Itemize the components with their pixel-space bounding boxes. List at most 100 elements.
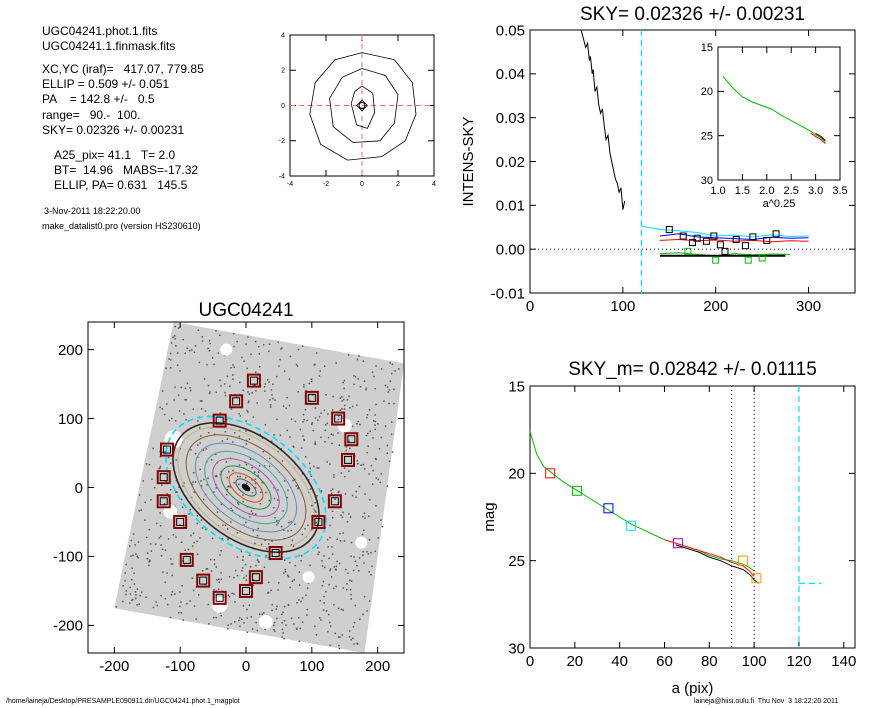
galaxy-noise-pixel	[130, 578, 133, 581]
mag-axis-ytick-label: 25	[508, 553, 525, 570]
galaxy-noise-pixel	[236, 475, 239, 478]
galaxy-noise-pixel	[286, 396, 288, 399]
contour-axis-xtick-label: 4	[432, 181, 436, 188]
galaxy-noise-pixel	[239, 475, 241, 478]
galaxy-noise-pixel	[245, 579, 248, 581]
galaxy-noise-pixel	[358, 557, 361, 559]
galaxy-noise-pixel	[170, 563, 173, 565]
galaxy-noise-pixel	[281, 460, 284, 462]
galaxy-noise-pixel	[359, 423, 361, 426]
galaxy-axis-xtick-label: 0	[242, 658, 250, 675]
galaxy-noise-pixel	[341, 408, 343, 410]
galaxy-noise-pixel	[244, 563, 247, 566]
mag-axis-xtick-label: 40	[611, 653, 628, 670]
galaxy-noise-pixel	[277, 450, 279, 453]
galaxy-noise-pixel	[242, 555, 244, 558]
galaxy-noise-pixel	[266, 379, 269, 381]
galaxy-noise-pixel	[148, 564, 150, 567]
galaxy-noise-pixel	[367, 445, 369, 447]
galaxy-noise-pixel	[194, 481, 197, 483]
galaxy-noise-pixel	[313, 465, 315, 468]
sky-axis-ytick-label: 0.05	[496, 22, 525, 39]
galaxy-mask-hole	[258, 614, 273, 629]
galaxy-noise-pixel	[304, 408, 307, 411]
galaxy-noise-pixel	[341, 516, 344, 519]
galaxy-noise-pixel	[159, 512, 161, 514]
galaxy-noise-pixel	[186, 382, 189, 385]
mag-xlabel: a (pix)	[672, 680, 714, 697]
galaxy-noise-pixel	[225, 418, 228, 421]
galaxy-noise-pixel	[254, 487, 257, 489]
galaxy-noise-pixel	[199, 537, 201, 539]
galaxy-noise-pixel	[213, 589, 215, 591]
galaxy-noise-pixel	[232, 378, 234, 381]
galaxy-noise-pixel	[372, 419, 375, 422]
galaxy-noise-pixel	[386, 444, 389, 447]
galaxy-noise-pixel	[130, 555, 132, 557]
galaxy-noise-pixel	[352, 637, 354, 640]
galaxy-noise-pixel	[255, 390, 257, 392]
galaxy-noise-pixel	[296, 601, 298, 604]
galaxy-noise-pixel	[332, 395, 334, 398]
galaxy-noise-pixel	[201, 400, 203, 402]
inset-xlabel: a^0.25	[763, 198, 796, 210]
sky-marker	[749, 233, 757, 241]
galaxy-noise-pixel	[269, 406, 272, 408]
galaxy-noise-pixel	[197, 329, 200, 331]
galaxy-noise-pixel	[295, 363, 298, 366]
galaxy-noise-pixel	[189, 349, 191, 352]
galaxy-noise-pixel	[314, 417, 317, 419]
inset-axis-ytick-label: 25	[701, 131, 713, 143]
galaxy-noise-pixel	[221, 440, 224, 442]
sky-series-red	[659, 238, 809, 243]
galaxy-noise-pixel	[179, 370, 181, 372]
galaxy-noise-pixel	[265, 491, 267, 494]
galaxy-noise-pixel	[368, 600, 371, 602]
galaxy-sky-box	[344, 432, 359, 447]
galaxy-noise-pixel	[302, 435, 304, 437]
galaxy-noise-pixel	[194, 452, 197, 455]
galaxy-noise-pixel	[248, 393, 251, 395]
galaxy-noise-pixel	[284, 568, 287, 571]
galaxy-sky-box-inner	[159, 497, 168, 506]
galaxy-noise-pixel	[322, 609, 325, 611]
galaxy-noise-pixel	[398, 368, 400, 370]
galaxy-noise-pixel	[327, 613, 330, 616]
galaxy-noise-pixel	[159, 406, 161, 409]
galaxy-noise-pixel	[214, 475, 217, 478]
galaxy-noise-pixel	[269, 457, 271, 460]
footer-path: /home/laineja/Desktop/PRESAMPLE090911.di…	[6, 698, 240, 705]
inset-axis-xtick-label: 3.0	[808, 185, 823, 197]
galaxy-noise-pixel	[287, 530, 289, 532]
mag-axis-xtick-label: 80	[701, 653, 718, 670]
galaxy-noise-pixel	[281, 636, 283, 638]
galaxy-noise-pixel	[374, 428, 376, 431]
galaxy-noise-pixel	[242, 559, 244, 561]
galaxy-noise-pixel	[368, 571, 370, 573]
galaxy-axis-ytick-label: 200	[58, 342, 83, 359]
galaxy-noise-pixel	[213, 563, 216, 565]
galaxy-noise-pixel	[249, 554, 251, 557]
galaxy-noise-pixel	[258, 465, 261, 467]
galaxy-noise-pixel	[359, 618, 361, 621]
galaxy-noise-pixel	[312, 429, 315, 432]
contour-axis-ytick-label: -4	[279, 173, 285, 180]
galaxy-noise-pixel	[334, 498, 336, 501]
result-bt: BT= 14.96 MABS=-17.32	[54, 163, 199, 177]
galaxy-noise-pixel	[205, 528, 207, 531]
galaxy-noise-pixel	[300, 447, 303, 449]
galaxy-noise-pixel	[170, 593, 173, 596]
galaxy-noise-pixel	[189, 389, 192, 392]
galaxy-noise-pixel	[296, 628, 298, 630]
galaxy-noise-pixel	[188, 513, 190, 515]
mag-axis-xtick-label: 60	[656, 653, 673, 670]
galaxy-noise-pixel	[295, 484, 297, 487]
galaxy-sky-box	[212, 590, 227, 605]
galaxy-noise-pixel	[363, 595, 366, 598]
sky-series-black	[580, 29, 626, 210]
galaxy-noise-pixel	[228, 471, 230, 473]
galaxy-noise-pixel	[342, 587, 345, 589]
galaxy-noise-pixel	[256, 402, 258, 404]
galaxy-noise-pixel	[182, 485, 184, 487]
galaxy-noise-pixel	[148, 560, 150, 563]
